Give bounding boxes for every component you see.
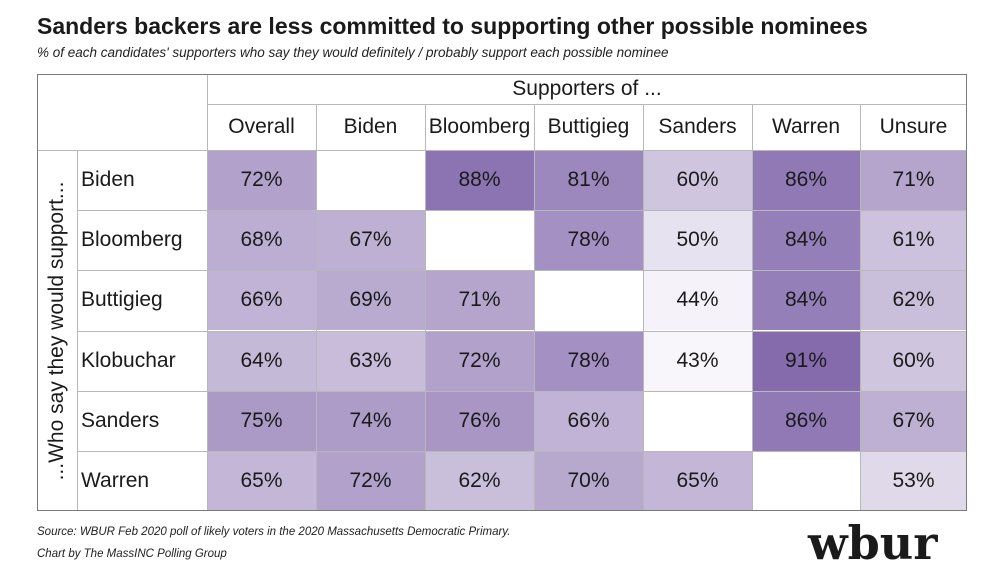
source-note: Source: WBUR Feb 2020 poll of likely vot…: [37, 526, 511, 538]
heatmap-cell: 70%: [534, 450, 643, 511]
grid-line: [77, 150, 967, 151]
wbur-logo: wbur: [808, 516, 938, 570]
row-label: Biden: [81, 168, 135, 191]
column-header: Overall: [228, 115, 295, 138]
heatmap-cell: 72%: [425, 330, 534, 391]
heatmap-cell: 72%: [316, 450, 425, 511]
heatmap-cell: 84%: [752, 270, 860, 331]
grid-line: [37, 150, 77, 151]
heatmap-cell: 66%: [207, 270, 316, 331]
heatmap-cell: 78%: [534, 210, 643, 271]
heatmap-cell: 61%: [860, 210, 967, 271]
heatmap-cell: 62%: [860, 270, 967, 331]
heatmap-cell: 44%: [643, 270, 752, 331]
grid-line: [860, 104, 861, 511]
heatmap-cell: 53%: [860, 450, 967, 511]
heatmap-cell: 88%: [425, 150, 534, 211]
heatmap-cell: 63%: [316, 330, 425, 391]
grid-line: [752, 104, 753, 511]
heatmap-cell: 67%: [860, 390, 967, 451]
heatmap-cell: 60%: [860, 330, 967, 391]
column-header: Buttigieg: [547, 115, 630, 138]
grid-line: [316, 104, 317, 511]
row-label: Bloomberg: [81, 228, 183, 252]
heatmap-cell: 67%: [316, 210, 425, 271]
heatmap-cell: 81%: [534, 150, 643, 211]
column-header: Warren: [771, 115, 841, 138]
grid-line: [207, 104, 967, 105]
heatmap-cell: 68%: [207, 210, 316, 271]
heatmap-cell: 50%: [643, 210, 752, 271]
heatmap-cell: 65%: [207, 450, 316, 511]
row-label: Sanders: [81, 408, 160, 432]
column-header: Unsure: [879, 115, 948, 138]
grid-line: [77, 390, 967, 392]
heatmap-cell: 71%: [860, 150, 967, 211]
chart-subtitle: % of each candidates' supporters who say…: [37, 45, 669, 60]
table-frame: [37, 74, 967, 511]
heatmap-cell: 91%: [752, 330, 860, 391]
heatmap-cell: 43%: [643, 330, 752, 391]
grid-line: [534, 104, 535, 511]
grid-line: [207, 74, 208, 511]
column-header: Bloomberg: [428, 115, 531, 138]
grid-line: [77, 270, 967, 272]
grid-line: [77, 150, 78, 511]
heatmap-cell: 71%: [425, 270, 534, 331]
column-header: Sanders: [658, 115, 737, 138]
column-header: Biden: [343, 115, 398, 138]
row-label: Warren: [81, 468, 150, 492]
heatmap-cell: 72%: [207, 150, 316, 211]
heatmap-cell: 69%: [316, 270, 425, 331]
heatmap-table: Supporters of ... ...Who say they would …: [37, 74, 967, 511]
heatmap-cell: 60%: [643, 150, 752, 211]
heatmap-cell: 76%: [425, 390, 534, 451]
grid-line: [643, 104, 644, 511]
heatmap-cell: 66%: [534, 390, 643, 451]
heatmap-cell: 84%: [752, 210, 860, 271]
heatmap-cell: 62%: [425, 450, 534, 511]
heatmap-cell: 74%: [316, 390, 425, 451]
heatmap-cell: 86%: [752, 390, 860, 451]
grid-line: [77, 330, 967, 332]
row-label: Klobuchar: [81, 348, 176, 372]
row-label: Buttigieg: [81, 288, 163, 312]
credit-note: Chart by The MassINC Polling Group: [37, 548, 227, 560]
heatmap-cell: 64%: [207, 330, 316, 391]
heatmap-cell: 65%: [643, 450, 752, 511]
grid-line: [425, 104, 426, 511]
heatmap-cell: 75%: [207, 390, 316, 451]
heatmap-cell: 78%: [534, 330, 643, 391]
chart-title: Sanders backers are less committed to su…: [37, 13, 868, 39]
grid-line: [77, 450, 967, 452]
grid-line: [77, 210, 967, 212]
column-group-label: Supporters of ...: [512, 77, 662, 100]
heatmap-cell: 86%: [752, 150, 860, 211]
